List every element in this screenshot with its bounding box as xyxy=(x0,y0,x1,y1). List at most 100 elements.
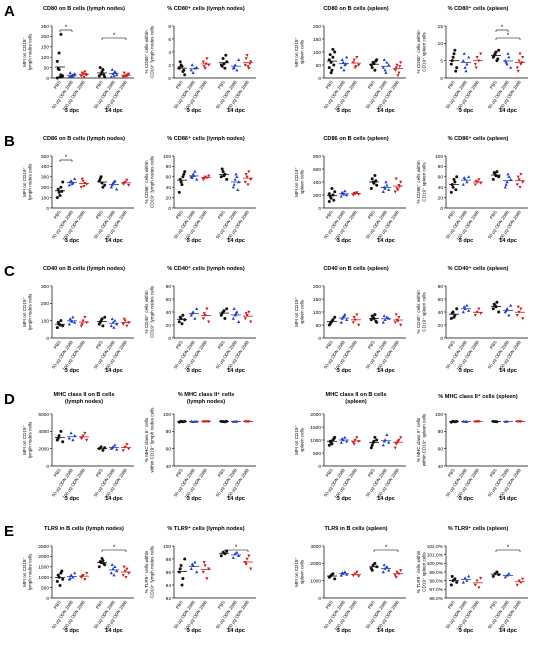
data-point xyxy=(473,183,477,187)
y-tick-label: 40 xyxy=(438,185,444,191)
x-tick-label: PBS xyxy=(489,340,498,350)
data-point xyxy=(219,554,223,558)
data-point xyxy=(71,315,75,319)
significance-label: * xyxy=(385,545,388,551)
data-point xyxy=(465,303,469,307)
y-tick-label: 8 xyxy=(168,24,171,30)
data-point xyxy=(234,311,238,315)
y-axis-label: MFI on CD19⁺ xyxy=(22,297,27,327)
data-point xyxy=(462,305,466,308)
data-point xyxy=(55,196,59,200)
y-axis-label: % CD86⁺ cells within xyxy=(416,160,421,203)
y-tick-label: 80 xyxy=(166,284,172,290)
x-tick-label: 100 µg ODN 2088 xyxy=(183,209,208,241)
y-axis-label: MFI on CD19⁺ xyxy=(294,167,299,197)
x-tick-label: PBS xyxy=(447,468,456,478)
data-point xyxy=(55,76,59,80)
data-point xyxy=(331,47,335,51)
data-point xyxy=(382,314,386,318)
y-tick-label: 150 xyxy=(41,45,49,51)
data-point xyxy=(382,58,386,61)
data-point xyxy=(506,52,510,55)
y-axis-label: CD19⁺ spleen cells xyxy=(422,292,427,332)
y-axis-label: lymph nodes cells xyxy=(28,421,33,458)
data-point xyxy=(249,178,253,182)
y-axis-label: lymph nodes cells xyxy=(28,293,33,330)
y-axis-label: spleen cells xyxy=(300,39,305,64)
data-point xyxy=(115,569,119,573)
y-tick-label: 10 xyxy=(438,41,444,47)
data-point xyxy=(85,571,89,575)
data-point xyxy=(453,180,457,184)
data-point xyxy=(518,52,522,56)
data-point xyxy=(100,70,104,74)
data-point xyxy=(505,62,509,66)
x-tick-label: PBS xyxy=(447,600,456,610)
y-axis-label: % CD86⁺ cells within xyxy=(144,160,149,203)
data-point xyxy=(395,570,399,574)
data-point xyxy=(340,437,344,440)
data-point xyxy=(100,317,104,321)
y-tick-label: 100 xyxy=(313,310,321,316)
y-tick-label: 200 xyxy=(41,34,49,40)
timepoint-label: 14 dpc xyxy=(499,368,517,374)
data-point xyxy=(497,175,501,179)
chart-title: % CD86⁺ cells (spleen) xyxy=(448,135,509,142)
data-point xyxy=(243,317,247,321)
y-tick-label: 80 xyxy=(438,164,444,170)
data-point xyxy=(515,66,519,70)
data-point xyxy=(180,583,184,587)
data-point xyxy=(70,319,74,323)
data-point xyxy=(207,63,211,67)
data-point xyxy=(234,172,238,176)
x-tick-label: 100 µg ODN 2088 xyxy=(455,209,480,241)
x-tick-label: PBS xyxy=(175,600,184,610)
data-point xyxy=(61,440,65,444)
x-tick-label: 100 µg ODN 2088 xyxy=(497,599,522,631)
data-point xyxy=(237,554,241,557)
data-point xyxy=(183,73,187,77)
data-point xyxy=(373,68,377,72)
x-tick-label: 100 µg ODN 2088 xyxy=(333,339,358,371)
y-tick-label: 20 xyxy=(166,323,172,329)
data-point xyxy=(465,578,469,582)
data-point xyxy=(373,174,377,177)
chart-title: % CD80⁺ cells (lymph nodes) xyxy=(167,5,245,12)
data-point xyxy=(399,569,403,572)
y-tick-label: 600 xyxy=(313,167,321,173)
data-point xyxy=(59,319,63,323)
y-axis-label: MFI on CD19⁺ xyxy=(22,557,27,587)
data-point xyxy=(369,318,373,322)
data-point xyxy=(387,188,391,191)
data-point xyxy=(515,314,519,317)
y-tick-label: 400 xyxy=(41,164,49,170)
data-point xyxy=(177,570,181,574)
x-tick-label: PBS xyxy=(447,80,456,90)
y-tick-label: 100 xyxy=(41,318,49,324)
timepoint-label: 3 dpc xyxy=(65,368,80,374)
data-point xyxy=(233,177,237,181)
y-tick-label: 100.0% xyxy=(427,561,444,567)
data-point xyxy=(57,434,61,438)
data-point xyxy=(99,445,103,449)
x-tick-label: PBS xyxy=(367,210,376,220)
x-tick-label: 100 µg ODN 2088 xyxy=(183,467,208,499)
y-axis-label: % MHC class II⁺ cells xyxy=(416,417,421,462)
data-point xyxy=(385,60,389,64)
data-point xyxy=(80,177,84,181)
x-tick-label: PBS xyxy=(367,80,376,90)
data-point xyxy=(100,556,104,560)
data-point xyxy=(397,71,401,75)
x-tick-label: 100 µg ODN 2088 xyxy=(225,599,250,631)
x-tick-label: 100 µg ODN 2088 xyxy=(61,339,86,371)
data-point xyxy=(355,191,359,195)
data-point xyxy=(68,71,72,74)
data-point xyxy=(80,322,84,326)
data-point xyxy=(473,314,477,317)
chart-title: CD40 on B cells (lymph nodes) xyxy=(43,266,125,272)
y-axis-label: spleen cells xyxy=(300,299,305,324)
y-tick-label: 2000 xyxy=(310,561,321,567)
data-point xyxy=(122,565,126,569)
data-point xyxy=(112,180,116,184)
y-axis-label: % CD40⁺ cells within xyxy=(144,290,149,333)
